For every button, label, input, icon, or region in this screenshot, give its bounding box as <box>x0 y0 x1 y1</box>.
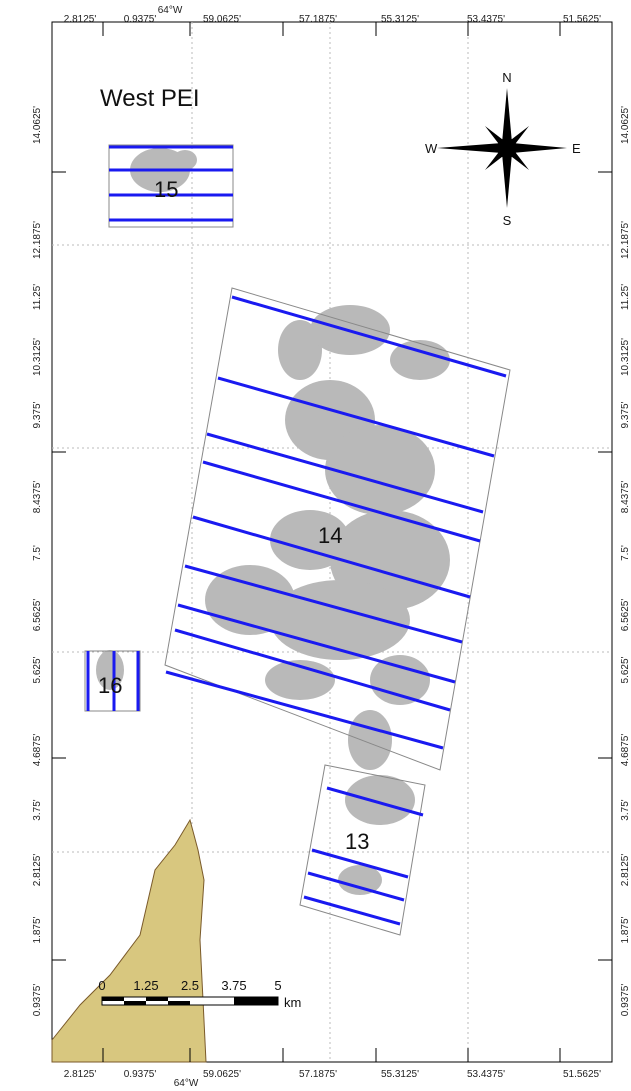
right-label: 3.75' <box>620 799 631 820</box>
block-label: 14 <box>318 523 342 548</box>
survey-blocks <box>84 144 511 936</box>
bottom-meridian: 64°W <box>174 1078 199 1089</box>
transect <box>174 628 451 712</box>
right-label: 2.8125' <box>620 854 631 887</box>
right-label: 9.375' <box>620 401 631 428</box>
bottom-label: 51.5625' <box>563 1069 601 1080</box>
bottom-label: 55.3125' <box>381 1069 419 1080</box>
shoal <box>390 340 450 380</box>
top-label: 55.3125' <box>381 14 419 25</box>
top-label: 53.4375' <box>467 14 505 25</box>
scale-bar <box>101 996 279 1006</box>
shoal <box>173 150 197 170</box>
block-label: 16 <box>98 673 122 698</box>
right-label: 1.875' <box>620 916 631 943</box>
right-label: 12.1875' <box>620 221 631 259</box>
transect <box>303 895 401 926</box>
top-label: 0.9375' <box>124 14 157 25</box>
transect <box>184 564 463 644</box>
transect <box>206 432 484 514</box>
shoal <box>270 580 410 660</box>
scale-unit: km <box>284 995 301 1010</box>
block-outline <box>164 287 511 771</box>
compass-west: W <box>425 141 438 156</box>
left-label: 12.1875' <box>32 221 43 259</box>
block-outline <box>299 764 426 936</box>
scale-label: 3.75 <box>221 978 246 993</box>
left-label: 1.875' <box>32 916 43 943</box>
transect <box>217 376 495 458</box>
right-label: 11.25' <box>620 284 631 310</box>
compass-south: S <box>503 213 512 228</box>
scale-label: 1.25 <box>133 978 158 993</box>
bottom-label: 53.4375' <box>467 1069 505 1080</box>
right-label: 4.6875' <box>620 734 631 767</box>
shoal <box>96 650 124 690</box>
shoal <box>338 865 382 895</box>
transect <box>311 848 409 879</box>
right-label: 8.4375' <box>620 481 631 514</box>
top-label: 2.8125' <box>64 14 97 25</box>
transect <box>165 670 444 750</box>
top-label: 51.5625' <box>563 14 601 25</box>
shoal <box>325 425 435 515</box>
transect <box>326 786 424 817</box>
left-label: 8.4375' <box>32 481 43 514</box>
left-label: 14.0625' <box>32 106 43 144</box>
transect <box>202 460 481 543</box>
left-label: 11.25' <box>32 284 43 310</box>
transect <box>231 295 507 378</box>
bottom-label: 0.9375' <box>124 1069 157 1080</box>
compass-rose <box>437 88 567 208</box>
top-label: 64°W <box>158 5 183 16</box>
transect <box>192 515 471 599</box>
compass-east: E <box>572 141 581 156</box>
scale-label: 2.5 <box>181 978 199 993</box>
left-label: 5.625' <box>32 656 43 683</box>
right-label: 14.0625' <box>620 106 631 144</box>
scale-label: 0 <box>98 978 105 993</box>
right-label: 0.9375' <box>620 984 631 1017</box>
top-label: 57.1875' <box>299 14 337 25</box>
bottom-label: 57.1875' <box>299 1069 337 1080</box>
block-label: 15 <box>154 177 178 202</box>
left-label: 10.3125' <box>32 338 43 376</box>
right-label: 6.5625' <box>620 599 631 632</box>
block-label: 13 <box>345 829 369 854</box>
transect <box>177 603 456 684</box>
top-label: 59.0625' <box>203 14 241 25</box>
right-label: 5.625' <box>620 656 631 683</box>
transect <box>307 871 405 902</box>
shoal <box>370 655 430 705</box>
left-label: 9.375' <box>32 401 43 428</box>
shoal <box>270 510 350 570</box>
left-label: 3.75' <box>32 799 43 820</box>
shoal <box>348 710 392 770</box>
map-title: West PEI <box>100 85 200 112</box>
left-label: 2.8125' <box>32 854 43 887</box>
bottom-label: 2.8125' <box>64 1069 97 1080</box>
left-label: 6.5625' <box>32 599 43 632</box>
right-label: 10.3125' <box>620 338 631 376</box>
left-label: 0.9375' <box>32 984 43 1017</box>
scale-label: 5 <box>274 978 281 993</box>
left-label: 7.5' <box>32 545 43 561</box>
block-outline <box>108 144 234 228</box>
shoal <box>345 775 415 825</box>
labels: 2.8125' 0.9375'64°W59.0625' 57.1875' 55.312… <box>32 5 631 1089</box>
right-label: 7.5' <box>620 545 631 561</box>
bottom-label: 59.0625' <box>203 1069 241 1080</box>
compass-north: N <box>502 70 511 85</box>
left-label: 4.6875' <box>32 734 43 767</box>
